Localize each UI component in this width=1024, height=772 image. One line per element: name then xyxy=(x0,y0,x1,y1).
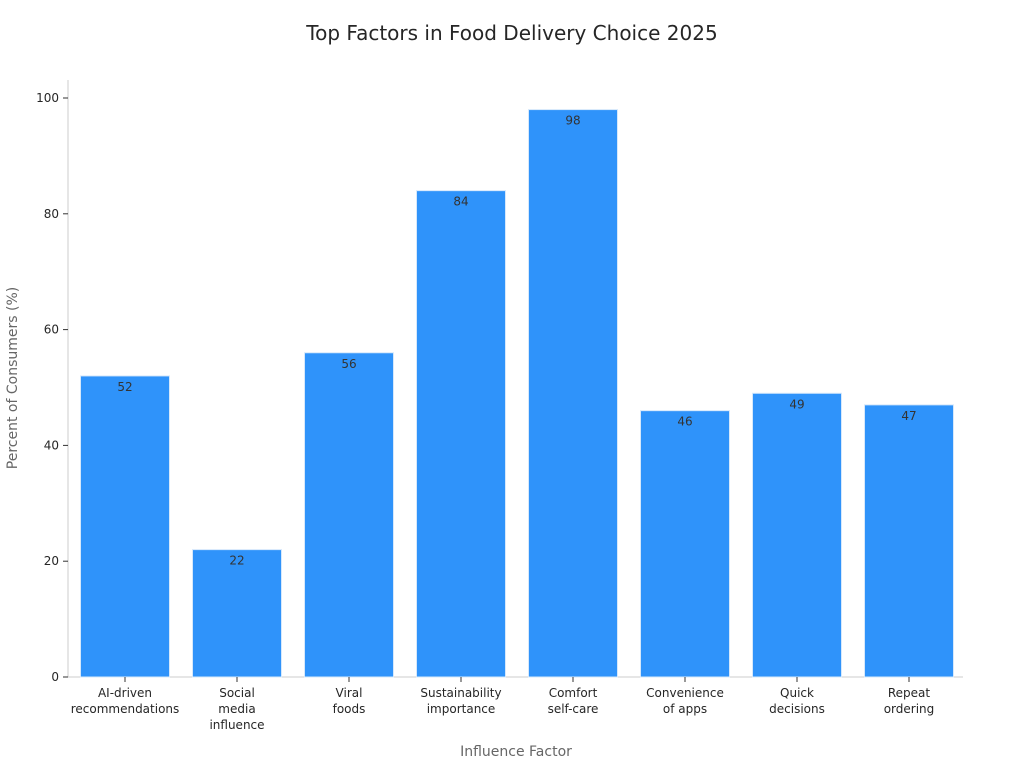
x-tick-label: Repeat xyxy=(888,686,931,700)
bar-value-label: 84 xyxy=(453,195,468,209)
x-tick-label: of apps xyxy=(663,702,707,716)
x-tick-label: recommendations xyxy=(71,702,180,716)
x-tick-label: Quick xyxy=(780,686,814,700)
bar xyxy=(80,375,170,678)
x-tick-label: Social xyxy=(219,686,255,700)
y-axis-label: Percent of Consumers (%) xyxy=(5,287,21,469)
bar xyxy=(192,549,282,678)
bar-value-label: 47 xyxy=(901,409,916,423)
bar-value-label: 52 xyxy=(117,380,132,394)
bar xyxy=(640,410,730,678)
y-tick-label: 60 xyxy=(44,323,59,337)
x-tick-label: Sustainability xyxy=(420,686,501,700)
x-tick-label: influence xyxy=(209,718,264,732)
x-tick-label: foods xyxy=(333,702,366,716)
chart-title: Top Factors in Food Delivery Choice 2025 xyxy=(305,21,717,45)
y-tick-label: 0 xyxy=(51,670,59,684)
bar xyxy=(528,109,618,678)
x-tick-label: Comfort xyxy=(549,686,598,700)
bar xyxy=(864,404,954,678)
y-tick-label: 100 xyxy=(36,91,59,105)
y-tick-label: 40 xyxy=(44,438,59,452)
x-tick-label: AI-driven xyxy=(98,686,152,700)
bar xyxy=(304,352,394,678)
bar-value-label: 22 xyxy=(229,554,244,568)
bar-value-label: 56 xyxy=(341,357,356,371)
bar xyxy=(416,190,506,678)
y-tick-label: 80 xyxy=(44,207,59,221)
x-tick-label: decisions xyxy=(769,702,825,716)
x-tick-label: Viral xyxy=(336,686,363,700)
bar-value-label: 49 xyxy=(789,397,804,411)
x-tick-label: ordering xyxy=(884,702,935,716)
x-tick-label: Convenience xyxy=(646,686,724,700)
bar-value-label: 98 xyxy=(565,114,580,128)
x-tick-label: importance xyxy=(427,702,496,716)
bar xyxy=(752,392,842,678)
y-tick-label: 20 xyxy=(44,554,59,568)
x-tick-label: self-care xyxy=(548,702,599,716)
bar-value-label: 46 xyxy=(677,415,692,429)
x-axis-label: Influence Factor xyxy=(460,744,572,760)
x-tick-label: media xyxy=(218,702,255,716)
